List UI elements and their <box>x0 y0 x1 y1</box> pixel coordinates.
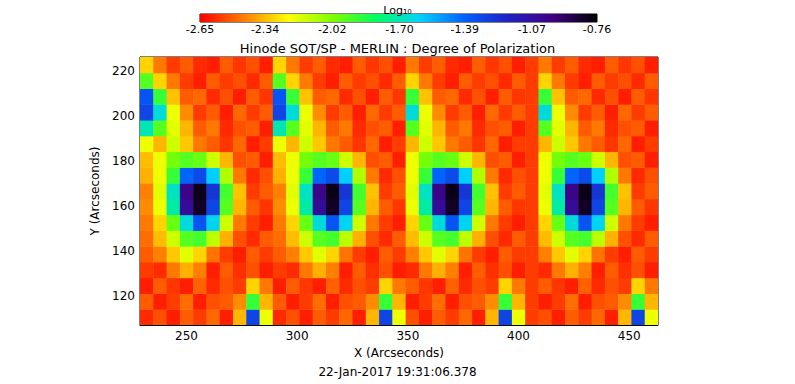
svg-text:350: 350 <box>396 329 419 343</box>
svg-text:120: 120 <box>112 289 135 303</box>
svg-text:400: 400 <box>507 329 530 343</box>
svg-text:300: 300 <box>286 329 309 343</box>
svg-text:Y (Arcseconds): Y (Arcseconds) <box>88 146 102 236</box>
svg-text:180: 180 <box>112 154 135 168</box>
svg-text:250: 250 <box>175 329 198 343</box>
svg-text:140: 140 <box>112 244 135 258</box>
svg-text:-2.65: -2.65 <box>186 23 214 36</box>
svg-text:450: 450 <box>618 329 641 343</box>
svg-text:-2.02: -2.02 <box>318 23 346 36</box>
svg-text:220: 220 <box>112 64 135 78</box>
svg-text:Log₁₀: Log₁₀ <box>383 4 412 17</box>
svg-text:-2.34: -2.34 <box>251 23 279 36</box>
svg-text:X (Arcseconds): X (Arcseconds) <box>354 346 444 360</box>
svg-text:-1.39: -1.39 <box>450 23 478 36</box>
svg-text:-1.07: -1.07 <box>518 23 546 36</box>
svg-text:-0.76: -0.76 <box>583 23 611 36</box>
svg-text:200: 200 <box>112 109 135 123</box>
svg-text:160: 160 <box>112 199 135 213</box>
svg-text:-1.70: -1.70 <box>385 23 413 36</box>
svg-text:Hinode SOT/SP - MERLIN : Degre: Hinode SOT/SP - MERLIN : Degree of Polar… <box>240 41 555 56</box>
svg-text:22-Jan-2017 19:31:06.378: 22-Jan-2017 19:31:06.378 <box>318 365 476 379</box>
